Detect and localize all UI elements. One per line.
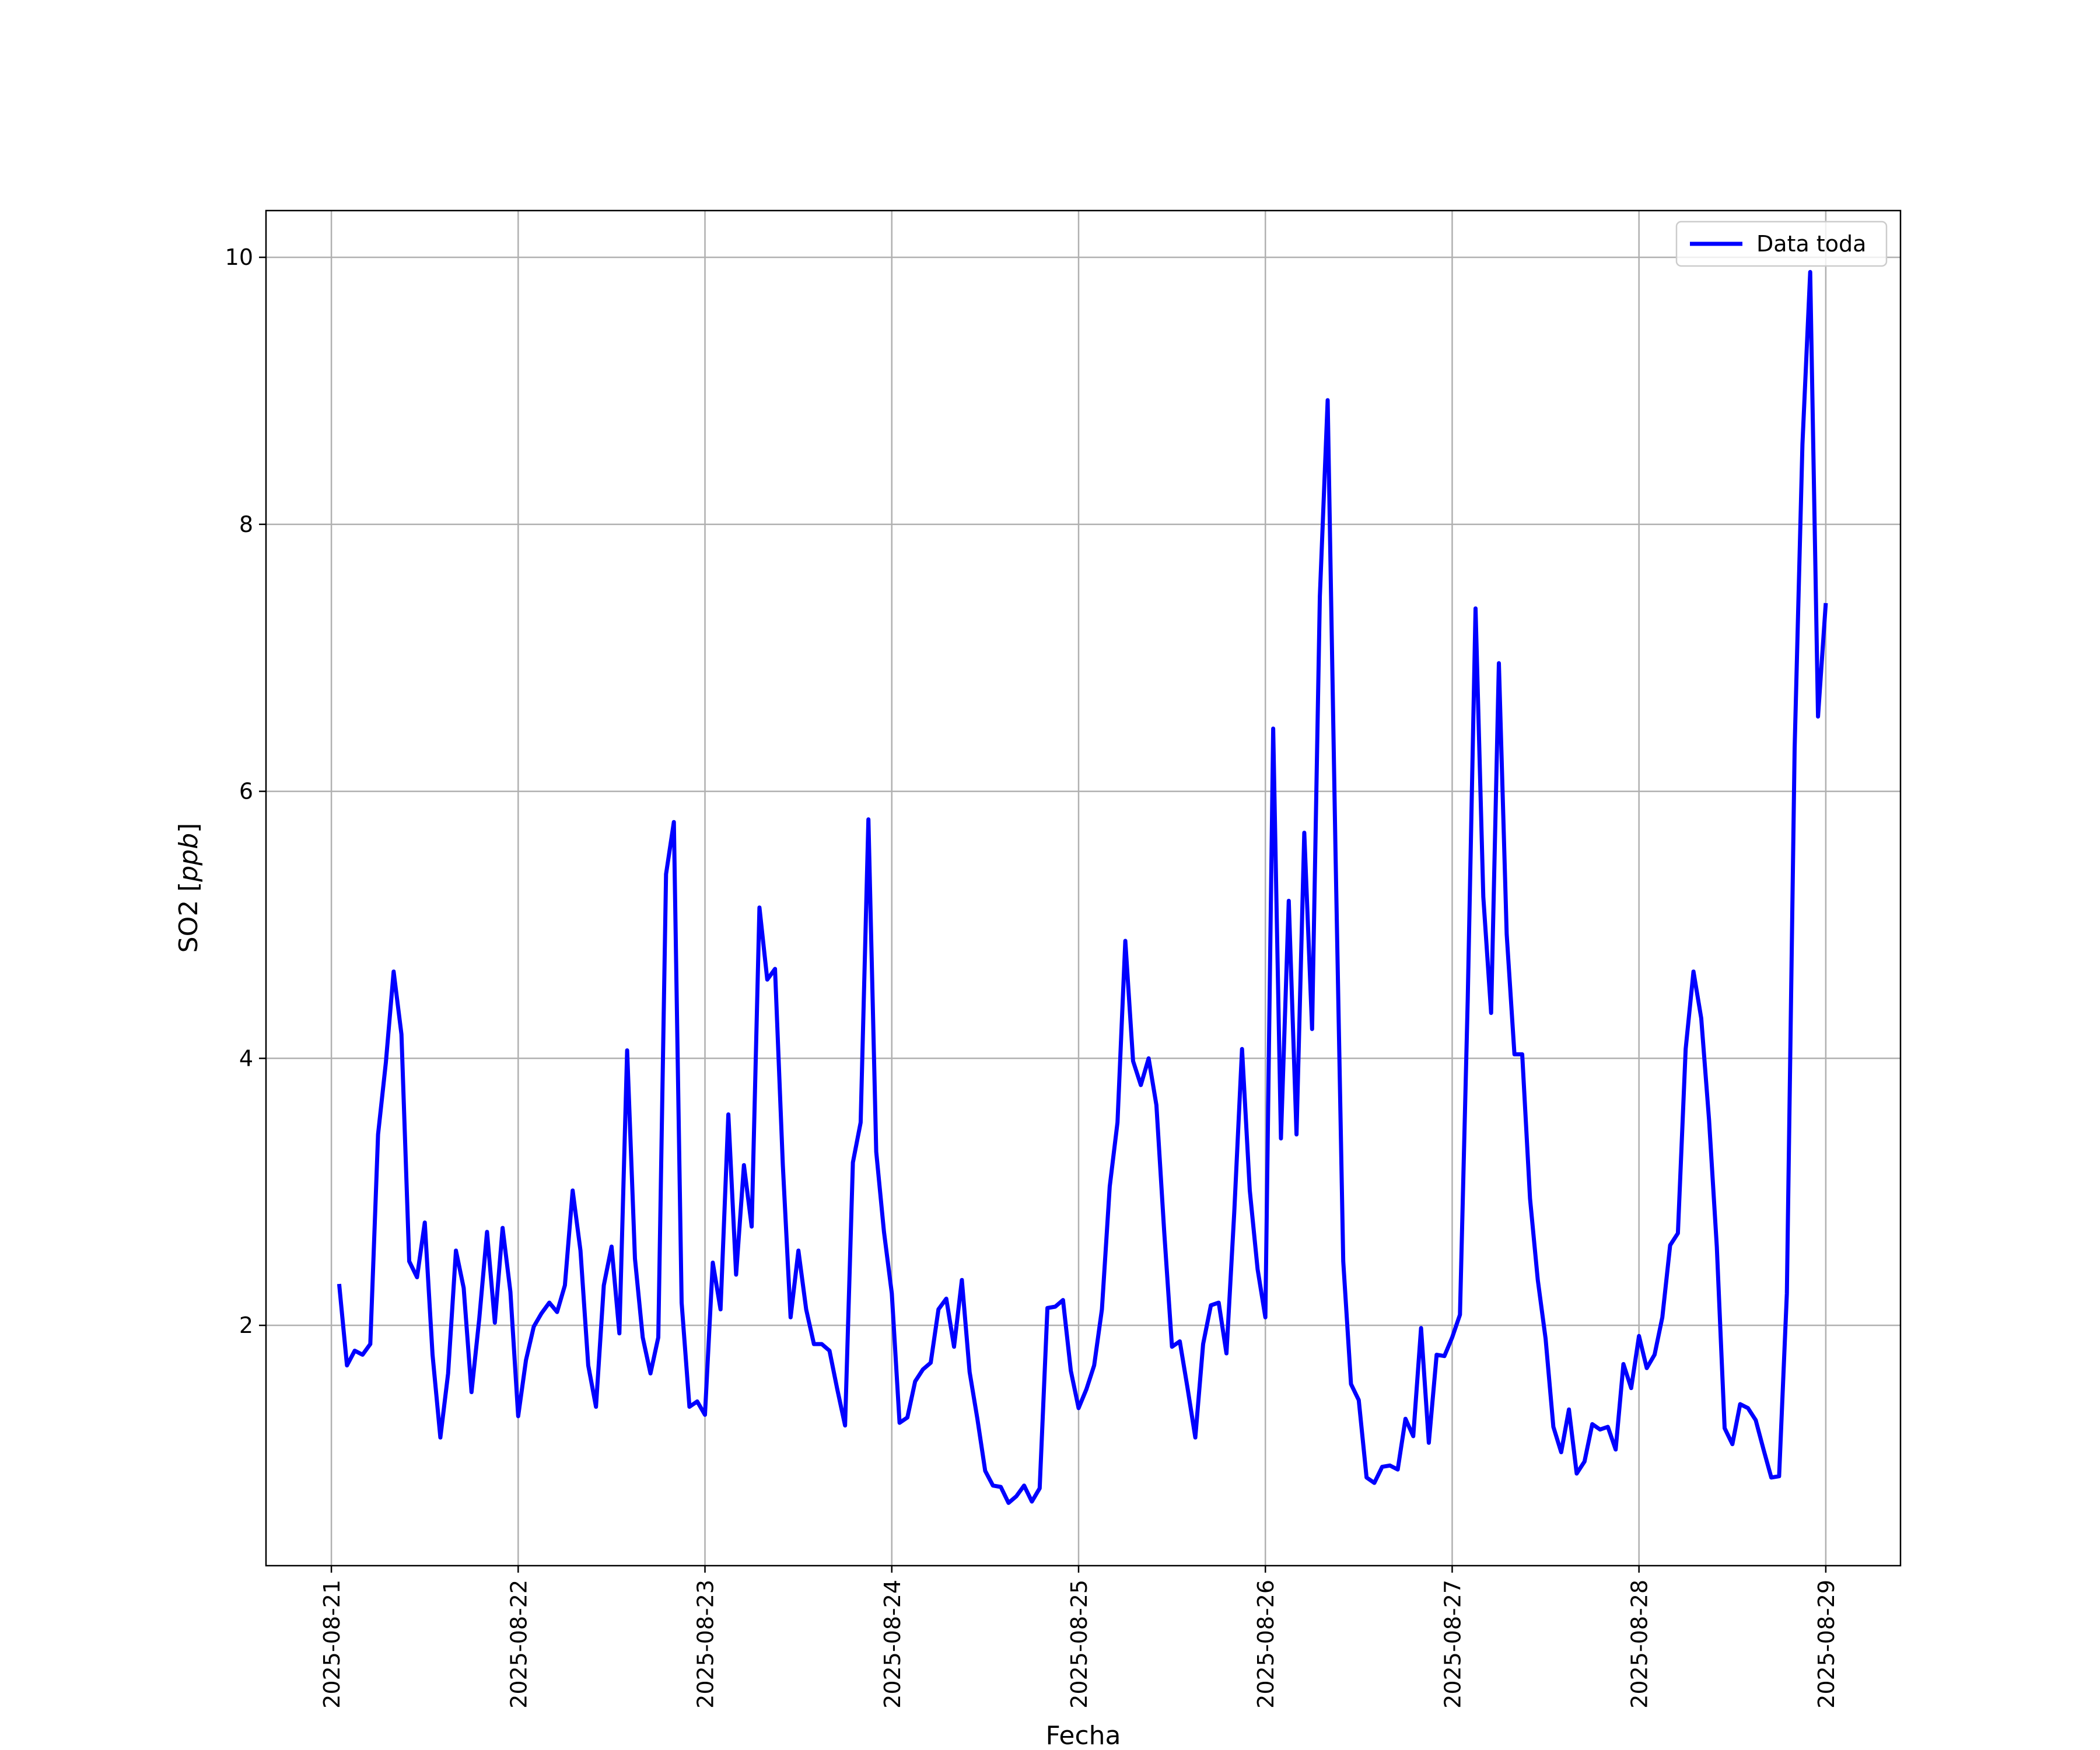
y-axis-title: SO2 [ppb] xyxy=(174,823,204,953)
x-tick-label: 2025-08-28 xyxy=(1627,1580,1653,1709)
x-tick-label: 2025-08-27 xyxy=(1440,1580,1465,1709)
x-tick-label: 2025-08-24 xyxy=(880,1580,905,1709)
axis-ticks: 2025-08-21 2025-08-22 2025-08-23 2025-08-24… xyxy=(225,244,1839,1709)
x-tick-label: 2025-08-23 xyxy=(693,1580,719,1709)
y-axis-title-text: SO2 [ xyxy=(174,882,204,953)
series-line xyxy=(337,270,1828,1505)
series-lines xyxy=(337,270,1828,1505)
x-tick-label: 2025-08-26 xyxy=(1253,1580,1279,1709)
x-tick-label: 2025-08-29 xyxy=(1814,1580,1839,1709)
y-axis-title-unit: ppb xyxy=(174,833,204,883)
y-tick-label: 10 xyxy=(225,244,253,270)
y-tick-label: 6 xyxy=(239,779,253,804)
legend-box xyxy=(1675,220,1888,267)
legend: Data toda xyxy=(1675,220,1888,267)
x-axis-title: Fecha xyxy=(1045,1721,1121,1750)
legend-label: Data toda xyxy=(1756,231,1866,257)
y-tick-label: 2 xyxy=(239,1312,253,1338)
y-tick-label: 4 xyxy=(239,1045,253,1071)
y-tick-label: 8 xyxy=(239,512,253,537)
grid-lines xyxy=(266,211,1901,1566)
plot-area-frame xyxy=(265,209,1902,1567)
y-axis-title-close: ] xyxy=(174,823,204,833)
x-tick-label: 2025-08-25 xyxy=(1066,1580,1092,1709)
x-tick-label: 2025-08-22 xyxy=(506,1580,531,1709)
x-tick-label: 2025-08-21 xyxy=(319,1580,345,1709)
